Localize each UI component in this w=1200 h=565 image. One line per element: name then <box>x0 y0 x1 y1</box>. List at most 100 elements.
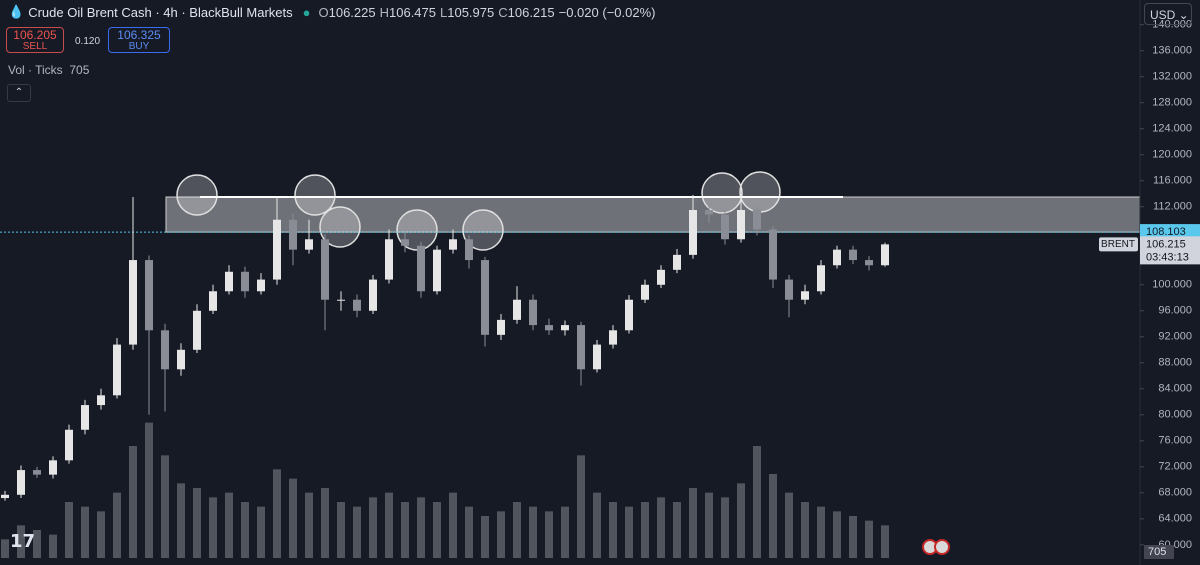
candle-body <box>465 239 473 261</box>
buy-button[interactable]: 106.325 BUY <box>108 27 170 53</box>
volume-bar <box>81 506 89 558</box>
volume-bar <box>641 502 649 558</box>
candle-body <box>289 219 297 250</box>
candle-body <box>673 254 681 270</box>
collapse-button[interactable]: ⌃ <box>7 84 31 102</box>
volume-bar <box>129 446 137 558</box>
volume-bar <box>161 455 169 558</box>
candle-body <box>17 470 25 495</box>
o-label: O <box>318 4 329 20</box>
annotations <box>176 171 781 251</box>
candle-body <box>81 405 89 430</box>
candle-body <box>401 239 409 246</box>
y-tick-label: 92.000 <box>1158 331 1192 343</box>
y-tick-label: 132.000 <box>1152 71 1192 83</box>
event-icon[interactable] <box>934 539 950 555</box>
price-line-tag <box>1140 224 1200 241</box>
volume-bar <box>785 492 793 558</box>
volume-bar <box>433 502 441 558</box>
candle-body <box>273 219 281 280</box>
volume-bar <box>113 492 121 558</box>
candle-body <box>241 271 249 292</box>
y-tick-label: 76.000 <box>1158 435 1192 447</box>
candle-body <box>545 325 553 331</box>
candle-body <box>97 395 105 406</box>
drop-icon: 💧 <box>8 4 25 19</box>
volume-bar <box>17 525 25 558</box>
volume-bar <box>273 469 281 558</box>
candle-body <box>113 344 121 396</box>
volume-bar <box>561 506 569 558</box>
y-tick-label: 68.000 <box>1158 487 1192 499</box>
candle-body <box>433 249 441 292</box>
volume-bar <box>225 492 233 558</box>
candle-body <box>817 265 825 292</box>
y-tick-label: 96.000 <box>1158 305 1192 317</box>
status-dot: ● <box>302 4 311 20</box>
candle-body <box>865 260 873 266</box>
c-value: 106.215 <box>507 4 555 20</box>
candle-body <box>849 249 857 261</box>
volume-bar <box>689 488 697 558</box>
candle-body <box>561 325 569 331</box>
y-tick-label: 72.000 <box>1158 461 1192 473</box>
y-tick-label: 80.000 <box>1158 409 1192 421</box>
y-tick-label: 84.000 <box>1158 383 1192 395</box>
candle-body <box>65 429 73 461</box>
price-line-label: 108.103 <box>1146 226 1186 238</box>
candle-body <box>769 229 777 280</box>
volume-bar <box>65 502 73 558</box>
candle-body <box>33 470 41 475</box>
sell-price: 106.205 <box>13 28 57 42</box>
volume-bar <box>417 497 425 558</box>
y-tick-label: 112.000 <box>1153 201 1192 213</box>
volume-bar <box>753 446 761 558</box>
volume-bar <box>465 506 473 558</box>
volume-bar <box>449 492 457 558</box>
circle-annotation <box>701 172 743 214</box>
volume-bar <box>337 502 345 558</box>
volume-bar <box>769 474 777 558</box>
candle-body <box>449 239 457 250</box>
change: −0.020 (−0.02%) <box>558 4 656 20</box>
indicator-value: 705 <box>69 63 90 77</box>
volume-tag <box>1144 545 1174 559</box>
sell-button[interactable]: 106.205 SELL <box>6 27 64 53</box>
y-tick-label: 120.000 <box>1152 149 1192 161</box>
candle-body <box>305 239 313 250</box>
volume-bar <box>705 492 713 558</box>
volume-bar <box>385 492 393 558</box>
volume-bar <box>673 502 681 558</box>
volume-bar <box>833 511 841 558</box>
candle-body <box>49 460 57 475</box>
candle-body <box>721 214 729 240</box>
currency-select[interactable]: USD ⌄ <box>1144 3 1192 25</box>
y-tick-label: 116.000 <box>1153 175 1192 187</box>
o-value: 106.225 <box>328 4 376 20</box>
volume-bar <box>849 516 857 558</box>
volume-bar <box>257 506 265 558</box>
y-tick-label: 136.000 <box>1152 45 1192 57</box>
volume-bar <box>401 502 409 558</box>
volume-bar <box>801 502 809 558</box>
volume-bar <box>369 497 377 558</box>
currency: USD <box>1150 8 1176 22</box>
candle-body <box>497 319 505 335</box>
h-label: H <box>379 4 389 20</box>
y-tick-label: 128.000 <box>1152 97 1192 109</box>
volume-bar <box>353 506 361 558</box>
volume-bar <box>305 492 313 558</box>
h-value: 106.475 <box>389 4 436 20</box>
candle-body <box>513 299 521 320</box>
candle-body <box>881 244 889 266</box>
candle-body <box>801 291 809 300</box>
candle-body <box>385 239 393 280</box>
volume-bar <box>193 488 201 558</box>
volume-bar <box>657 497 665 558</box>
volume-bar <box>513 502 521 558</box>
circle-annotation <box>739 171 781 213</box>
candle-body <box>753 210 761 230</box>
volume-bar <box>545 511 553 558</box>
symbol-title[interactable]: Crude Oil Brent Cash · 4h · BlackBull Ma… <box>28 4 293 20</box>
